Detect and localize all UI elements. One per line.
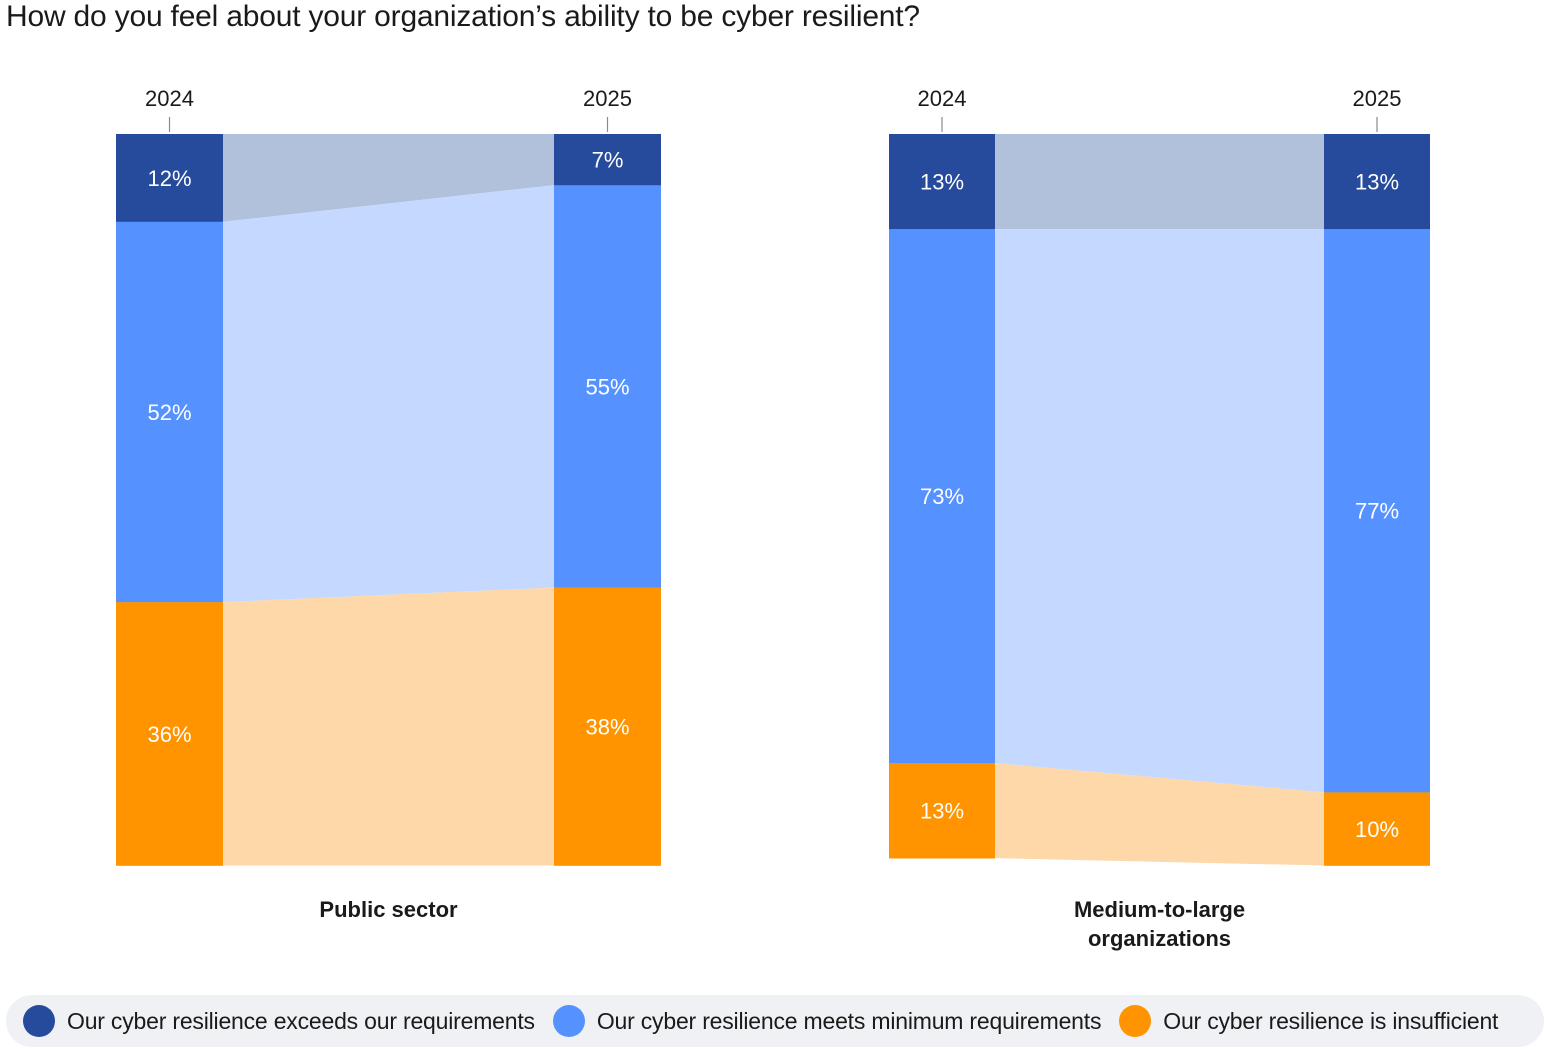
bar-segment-meets-2025 bbox=[554, 185, 661, 588]
bar-segment-exceeds-2024 bbox=[116, 134, 223, 223]
legend-swatch-insufficient bbox=[1119, 1005, 1152, 1037]
legend-swatch-meets bbox=[552, 1005, 585, 1037]
chart-panel-1: 13% 73% 13% 2024 13% 77% 10% 2025 Medium-to-larg… bbox=[889, 86, 1430, 951]
data-label-exceeds-2024: 12% bbox=[147, 166, 191, 191]
flow-band-insufficient bbox=[995, 763, 1324, 866]
legend-item-exceeds: Our cyber resilience exceeds our require… bbox=[23, 1005, 535, 1037]
flow-band-exceeds bbox=[995, 134, 1324, 230]
data-label-meets-2025: 55% bbox=[585, 374, 629, 399]
flow-band-meets bbox=[995, 229, 1324, 793]
data-label-exceeds-2025: 7% bbox=[592, 148, 624, 173]
bar-segment-insufficient-2025 bbox=[1324, 792, 1430, 866]
bar-segment-insufficient-2024 bbox=[116, 602, 223, 866]
flow-band-exceeds bbox=[223, 134, 554, 222]
chart-panel-0: 12% 52% 36% 2024 7% 55% 38% 2025 Public sector bbox=[116, 86, 661, 922]
legend-item-meets: Our cyber resilience meets minimum requi… bbox=[552, 1005, 1102, 1037]
data-label-insufficient-2024: 36% bbox=[147, 722, 191, 747]
legend: Our cyber resilience exceeds our require… bbox=[6, 995, 1544, 1047]
data-label-meets-2024: 73% bbox=[920, 484, 964, 509]
legend-label-exceeds: Our cyber resilience exceeds our require… bbox=[67, 1007, 535, 1034]
panel-title-1: Medium-to-large organizations bbox=[1074, 897, 1245, 951]
legend-swatch-exceeds bbox=[23, 1005, 55, 1037]
year-label-2024: 2024 bbox=[918, 86, 967, 111]
bar-segment-exceeds-2024 bbox=[889, 134, 995, 230]
bar-segment-meets-2025 bbox=[1324, 229, 1430, 793]
bar-segment-exceeds-2025 bbox=[554, 134, 661, 186]
legend-label-insufficient: Our cyber resilience is insufficient bbox=[1163, 1007, 1499, 1034]
bar-segment-insufficient-2024 bbox=[889, 763, 995, 859]
bar-segment-exceeds-2025 bbox=[1324, 134, 1430, 230]
year-label-2025: 2025 bbox=[1353, 86, 1402, 111]
panel-title-0: Public sector bbox=[319, 897, 458, 922]
chart-title: How do you feel about your organization’… bbox=[6, 0, 920, 33]
bar-segment-meets-2024 bbox=[889, 229, 995, 764]
year-label-2024: 2024 bbox=[145, 86, 194, 111]
data-label-meets-2025: 77% bbox=[1355, 499, 1399, 524]
bar-segment-insufficient-2025 bbox=[554, 587, 661, 866]
data-label-insufficient-2025: 38% bbox=[585, 715, 629, 740]
data-label-exceeds-2024: 13% bbox=[920, 170, 964, 195]
bar-segment-meets-2024 bbox=[116, 221, 223, 603]
legend-item-insufficient: Our cyber resilience is insufficient bbox=[1119, 1005, 1498, 1037]
data-label-insufficient-2025: 10% bbox=[1355, 817, 1399, 842]
flow-band-meets bbox=[223, 185, 554, 603]
data-label-meets-2024: 52% bbox=[147, 400, 191, 425]
data-label-exceeds-2025: 13% bbox=[1355, 170, 1399, 195]
year-label-2025: 2025 bbox=[583, 86, 632, 111]
legend-label-meets: Our cyber resilience meets minimum requi… bbox=[596, 1007, 1102, 1034]
flow-band-insufficient bbox=[223, 587, 554, 866]
data-label-insufficient-2024: 13% bbox=[920, 799, 964, 824]
